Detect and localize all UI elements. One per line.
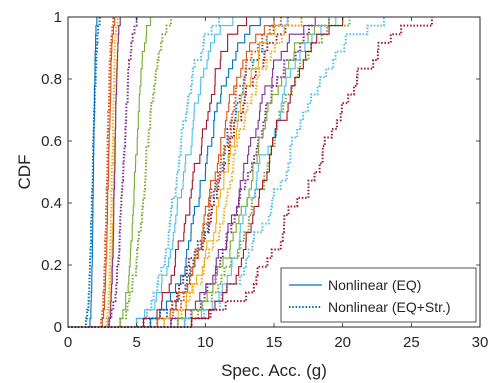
cdf-series-2 (68, 17, 101, 328)
cdf-series-17 (68, 17, 275, 328)
cdf-series-26 (68, 17, 385, 328)
x-tick-label: 30 (472, 334, 489, 351)
cdf-series-21 (68, 17, 316, 328)
x-axis-label: Spec. Acc. (g) (221, 361, 327, 380)
legend: Nonlinear (EQ) Nonlinear (EQ+Str.) (280, 267, 477, 323)
y-tick-label: 0.8 (41, 71, 62, 88)
x-tick-label: 15 (266, 334, 283, 351)
cdf-series-10 (68, 17, 172, 328)
cdf-series-9 (68, 17, 151, 328)
legend-box (280, 267, 477, 323)
y-tick-label: 1 (54, 9, 62, 26)
cdf-series-25 (68, 17, 337, 328)
cdf-series-6 (68, 17, 119, 328)
cdf-series-8 (68, 17, 138, 328)
cdf-series-4 (68, 17, 115, 328)
y-tick-label: 0.6 (41, 133, 62, 150)
ticks-layer: 0 5 10 15 20 25 30 0 0.2 0.4 0.6 0.8 1 (41, 9, 488, 351)
cdf-series-23 (68, 17, 330, 328)
series-layer (68, 17, 433, 328)
cdf-series-19 (68, 17, 289, 328)
cdf-series-24 (68, 17, 351, 328)
legend-entry-eq-str: Nonlinear (EQ+Str.) (328, 299, 451, 315)
legend-entry-eq: Nonlinear (EQ) (328, 277, 421, 293)
x-tick-label: 10 (197, 334, 214, 351)
y-axis-label: CDF (15, 155, 34, 190)
cdf-series-20 (68, 17, 303, 328)
cdf-series-12 (68, 17, 221, 328)
cdf-series-3 (68, 17, 116, 328)
cdf-series-1 (68, 17, 98, 328)
y-tick-label: 0 (54, 319, 62, 336)
cdf-series-18 (68, 17, 282, 328)
x-tick-label: 20 (334, 334, 351, 351)
cdf-series-27 (68, 17, 344, 328)
x-tick-label: 25 (403, 334, 420, 351)
y-tick-label: 0.4 (41, 195, 62, 212)
y-tick-label: 0.2 (41, 257, 62, 274)
cdf-series-13 (68, 17, 248, 328)
cdf-series-15 (68, 17, 261, 328)
x-tick-label: 5 (132, 334, 140, 351)
x-tick-label: 0 (64, 334, 72, 351)
cdf-series-7 (68, 17, 121, 328)
cdf-series-11 (68, 17, 234, 328)
